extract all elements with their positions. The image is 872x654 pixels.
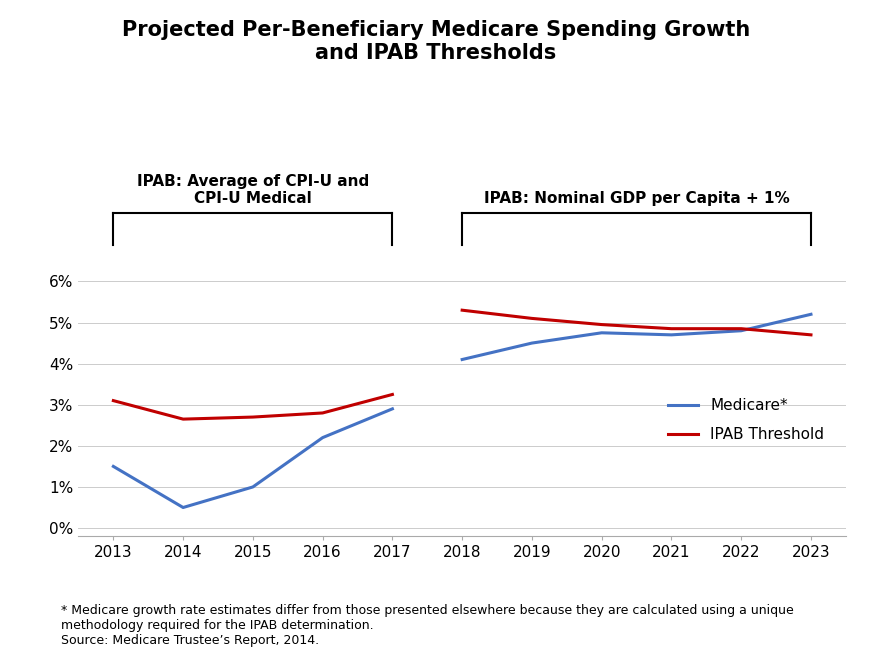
Text: Projected Per-Beneficiary Medicare Spending Growth
and IPAB Thresholds: Projected Per-Beneficiary Medicare Spend… [122,20,750,63]
Text: IPAB: Nominal GDP per Capita + 1%: IPAB: Nominal GDP per Capita + 1% [484,191,789,206]
Text: * Medicare growth rate estimates differ from those presented elsewhere because t: * Medicare growth rate estimates differ … [61,604,794,647]
Text: IPAB: Average of CPI-U and
CPI-U Medical: IPAB: Average of CPI-U and CPI-U Medical [137,173,369,206]
Legend: Medicare*, IPAB Threshold: Medicare*, IPAB Threshold [662,392,830,448]
